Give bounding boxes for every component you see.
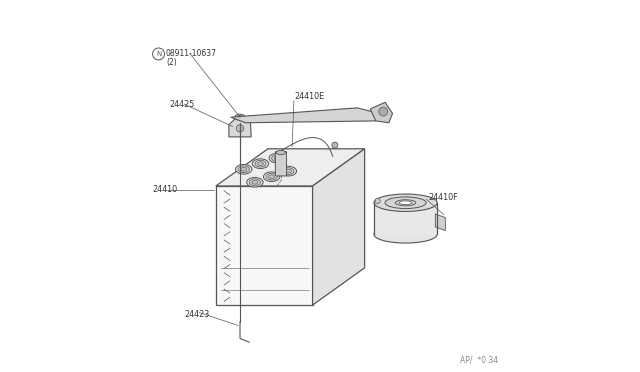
Ellipse shape — [280, 166, 296, 176]
Circle shape — [236, 125, 244, 132]
Text: 24425: 24425 — [170, 100, 195, 109]
Polygon shape — [435, 214, 445, 231]
Ellipse shape — [250, 179, 260, 186]
Ellipse shape — [236, 164, 252, 174]
Ellipse shape — [269, 175, 275, 179]
Polygon shape — [312, 149, 365, 305]
Ellipse shape — [399, 201, 412, 205]
Ellipse shape — [252, 159, 269, 169]
Circle shape — [379, 107, 388, 116]
Text: 08911-10637: 08911-10637 — [166, 49, 217, 58]
Text: 24410F: 24410F — [428, 193, 458, 202]
Ellipse shape — [255, 160, 266, 167]
Polygon shape — [374, 203, 437, 234]
Ellipse shape — [396, 200, 416, 206]
Ellipse shape — [283, 168, 294, 174]
Text: 24423: 24423 — [184, 310, 209, 319]
Polygon shape — [229, 116, 251, 137]
Ellipse shape — [246, 177, 263, 187]
Ellipse shape — [276, 150, 285, 155]
Text: AP/  *0 34: AP/ *0 34 — [460, 356, 499, 365]
Polygon shape — [216, 149, 365, 186]
Circle shape — [332, 142, 338, 148]
Ellipse shape — [285, 169, 291, 173]
Polygon shape — [230, 108, 380, 123]
Ellipse shape — [237, 116, 243, 119]
Ellipse shape — [264, 172, 280, 182]
Ellipse shape — [266, 173, 277, 180]
Ellipse shape — [374, 194, 437, 211]
Ellipse shape — [257, 162, 264, 166]
Ellipse shape — [252, 180, 258, 184]
Text: 24410: 24410 — [152, 185, 178, 194]
Circle shape — [375, 198, 380, 203]
FancyBboxPatch shape — [275, 151, 287, 176]
Ellipse shape — [241, 167, 246, 171]
Ellipse shape — [271, 155, 283, 161]
Text: N: N — [156, 51, 161, 57]
Text: (2): (2) — [166, 58, 177, 67]
Polygon shape — [370, 102, 392, 123]
Text: 24410E: 24410E — [294, 92, 324, 101]
Ellipse shape — [238, 166, 250, 173]
Polygon shape — [216, 186, 312, 305]
Ellipse shape — [385, 197, 426, 209]
Ellipse shape — [374, 226, 437, 243]
Ellipse shape — [269, 153, 285, 163]
Ellipse shape — [275, 156, 280, 160]
Ellipse shape — [235, 114, 245, 120]
